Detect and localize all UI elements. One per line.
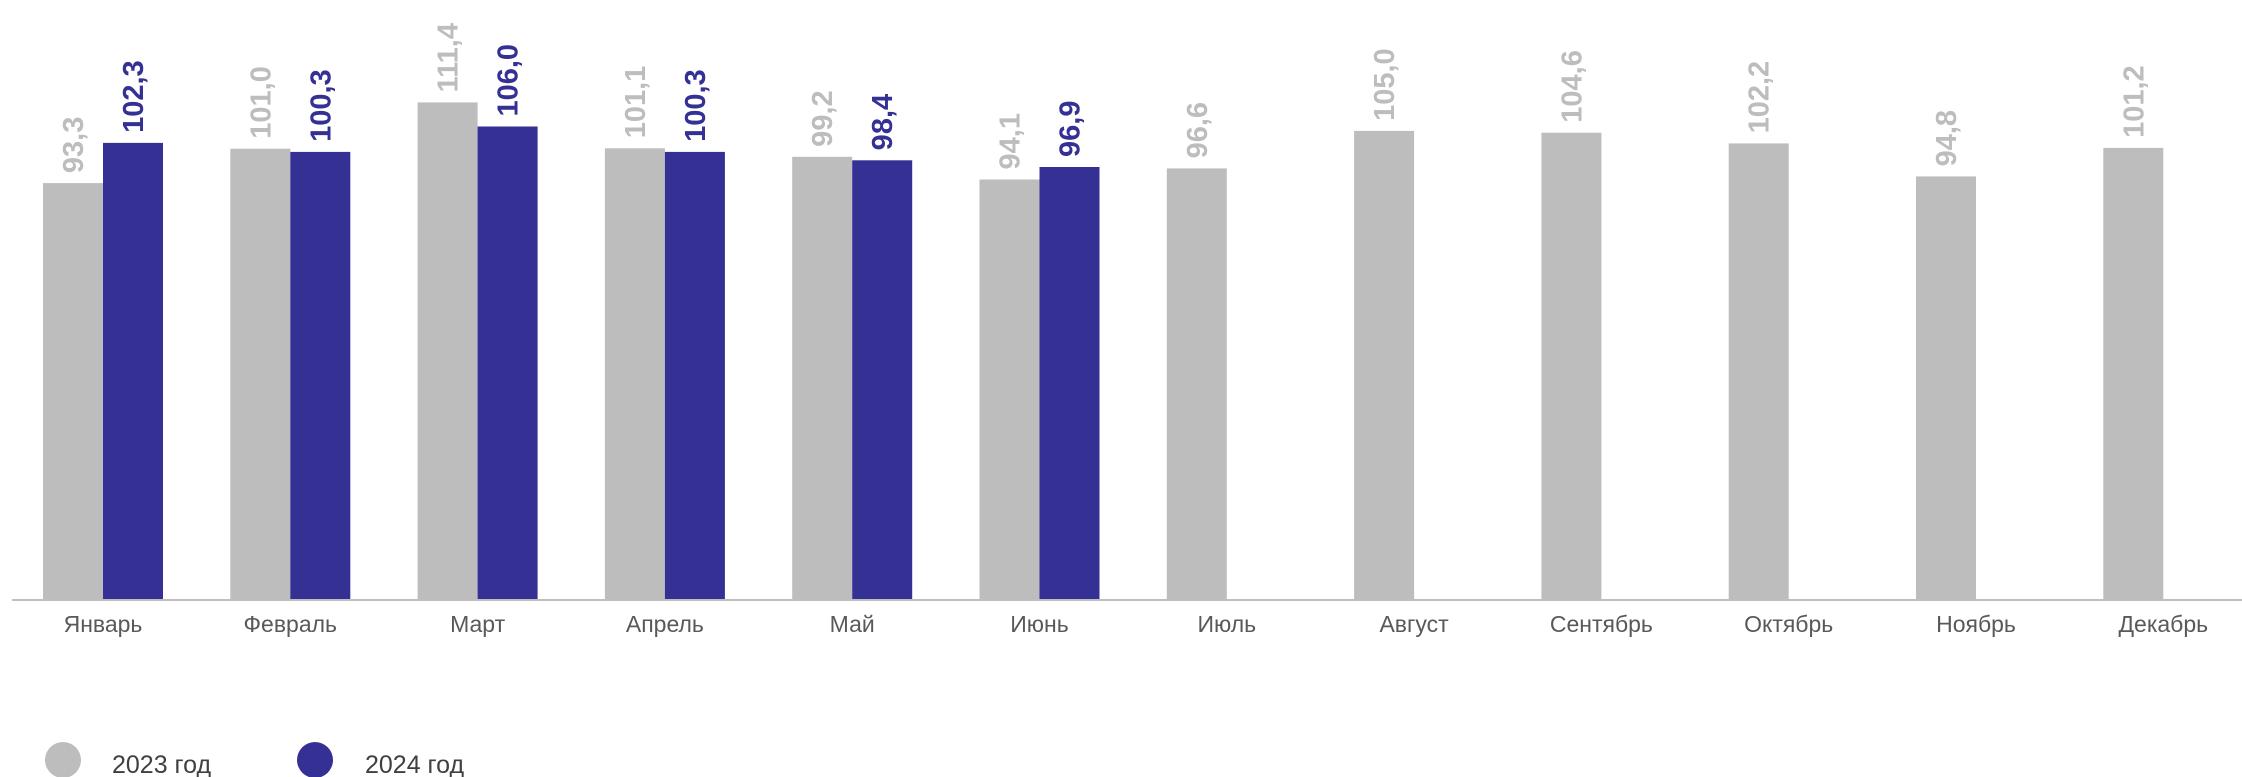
legend-swatch-2024 [297, 742, 333, 777]
data-label-2023-cat-7: 96,6 [1182, 102, 1214, 158]
x-tick-label-cat-7: Июль [1197, 611, 1256, 637]
data-label-2023-cat-4: 101,1 [620, 66, 652, 139]
data-label-2023-cat-3: 111,4 [433, 23, 465, 92]
x-tick-label-cat-1: Январь [64, 611, 143, 637]
bar-2023-cat-2 [230, 148, 291, 599]
data-label-2023-cat-11: 94,8 [1931, 110, 1963, 166]
bars-layer [43, 102, 2164, 600]
x-tick-label-cat-2: Февраль [244, 611, 337, 637]
bar-2023-cat-12 [2103, 147, 2164, 599]
x-tick-label-cat-4: Апрель [626, 611, 704, 637]
bar-2024-cat-6 [1039, 167, 1100, 599]
data-label-2023-cat-9: 104,6 [1556, 50, 1588, 123]
bar-2024-cat-2 [290, 151, 351, 599]
x-tick-label-cat-10: Октябрь [1744, 611, 1833, 637]
bar-2023-cat-6 [979, 179, 1040, 599]
data-label-2024-cat-6: 96,9 [1055, 101, 1087, 157]
data-label-2024-cat-1: 102,3 [118, 60, 150, 133]
data-label-2023-cat-5: 99,2 [807, 90, 839, 146]
legend-label-2024: 2024 год [365, 751, 464, 777]
data-label-2023-cat-12: 101,2 [2118, 65, 2150, 138]
bar-2023-cat-3 [417, 102, 478, 600]
bar-2024-cat-5 [852, 160, 913, 600]
data-label-2024-cat-4: 100,3 [680, 69, 712, 142]
bar-2024-cat-3 [477, 126, 538, 599]
x-tick-labels: Январь Февраль Март Апрель Май Июнь Июль Август… [64, 611, 2209, 637]
legend-label-2023: 2023 год [112, 751, 211, 777]
x-tick-label-cat-8: Август [1379, 611, 1449, 637]
x-tick-label-cat-12: Декабрь [2118, 611, 2208, 637]
x-tick-label-cat-9: Сентябрь [1550, 611, 1653, 637]
data-label-2023-cat-6: 94,1 [995, 113, 1027, 169]
bar-2023-cat-5 [792, 156, 853, 600]
data-labels-layer: 93,3 102,3 101,0 100,3 111,4 106,0 101,1 100,3 9… [58, 23, 2150, 173]
x-tick-label-cat-11: Ноябрь [1936, 611, 2016, 637]
bar-2023-cat-1 [43, 183, 103, 599]
bar-2023-cat-4 [604, 148, 665, 600]
bar-2023-cat-7 [1166, 168, 1227, 599]
x-tick-label-cat-3: Март [450, 611, 505, 637]
legend-item-2024: 2024 год [297, 742, 464, 777]
data-label-2023-cat-1: 93,3 [58, 117, 90, 173]
data-label-2023-cat-2: 101,0 [245, 66, 277, 139]
data-label-2023-cat-10: 102,2 [1744, 61, 1776, 134]
bar-2023-cat-10 [1728, 143, 1789, 599]
x-tick-label-cat-6: Июнь [1010, 611, 1068, 637]
bar-2023-cat-11 [1916, 176, 1976, 599]
bar-2023-cat-8 [1354, 130, 1415, 599]
data-label-2024-cat-5: 98,4 [867, 94, 899, 150]
bar-2024-cat-4 [664, 151, 725, 599]
legend: 2023 год 2024 год [45, 742, 464, 777]
data-label-2024-cat-3: 106,0 [493, 44, 525, 117]
bar-2024-cat-1 [103, 142, 163, 599]
legend-item-2023: 2023 год [45, 742, 211, 777]
bar-2023-cat-9 [1541, 132, 1602, 599]
legend-swatch-2023 [45, 742, 81, 777]
data-label-2023-cat-8: 105,0 [1369, 48, 1401, 121]
x-tick-label-cat-5: Май [830, 611, 875, 637]
data-label-2024-cat-2: 100,3 [305, 69, 337, 142]
